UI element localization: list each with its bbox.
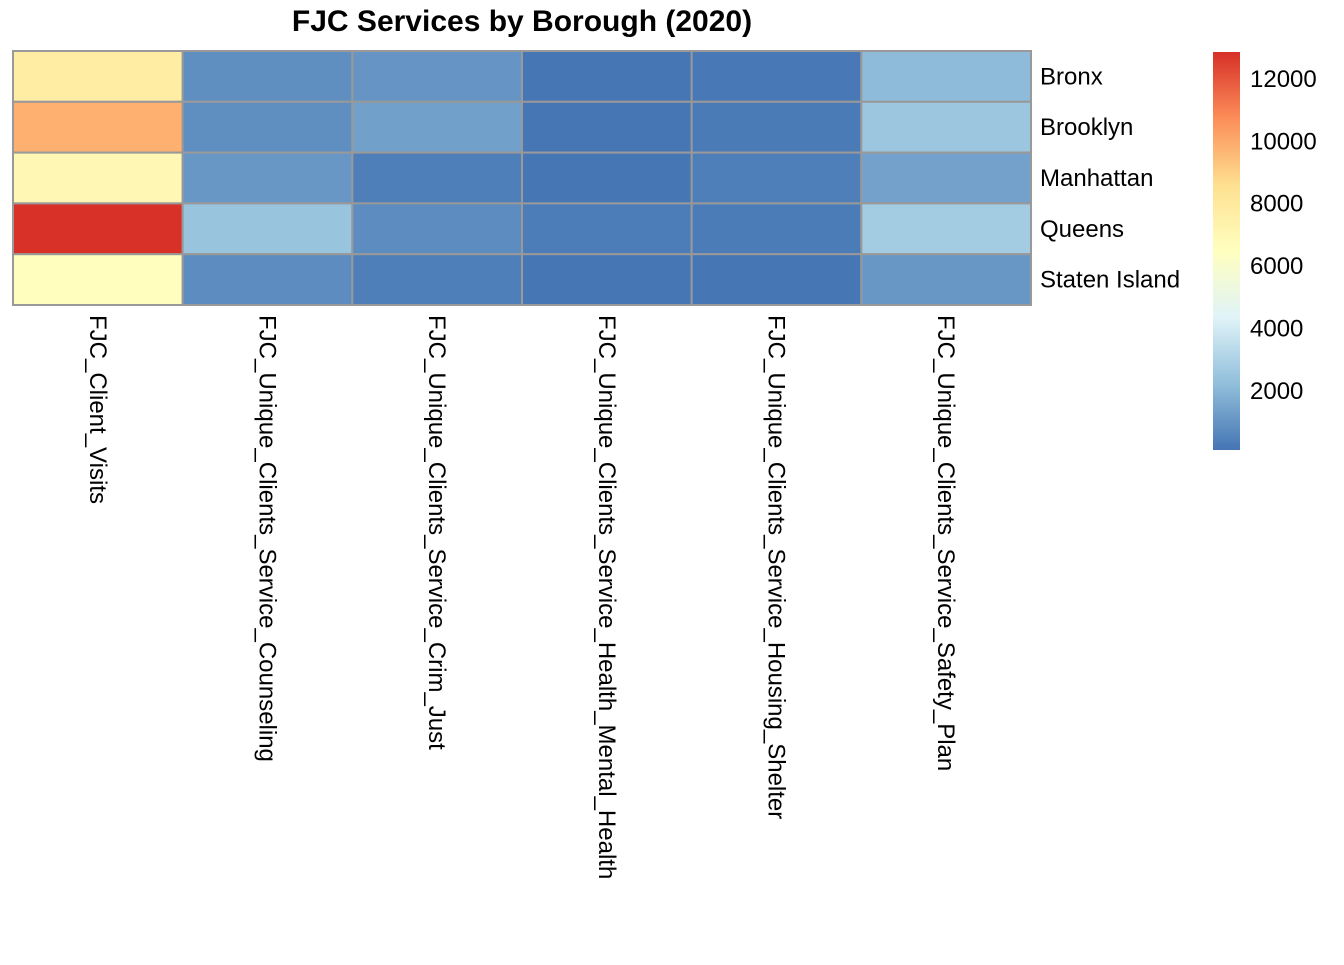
heatmap-cells (12, 50, 1032, 306)
legend-tick-label: 2000 (1250, 378, 1303, 405)
heatmap-cell (690, 100, 863, 154)
legend-tick-label: 12000 (1250, 66, 1317, 93)
row-label: Bronx (1040, 63, 1103, 90)
column-label: FJC_Unique_Clients_Service_Crim_Just (423, 315, 450, 750)
heatmap-cell (12, 50, 184, 103)
heatmap-cell (351, 253, 524, 306)
heatmap-cell (860, 253, 1032, 306)
row-label: Staten Island (1040, 267, 1180, 294)
heatmap-cell (860, 100, 1032, 154)
column-labels: FJC_Client_Visits FJC_Unique_Clients_Serv… (84, 315, 959, 879)
heatmap-cell (860, 202, 1032, 256)
heatmap-cell (521, 151, 693, 205)
heatmap-cell (690, 253, 863, 306)
row-label: Brooklyn (1040, 114, 1133, 141)
heatmap-cell (860, 151, 1032, 205)
legend-tick-label: 10000 (1250, 128, 1317, 155)
heatmap-cell (521, 50, 693, 103)
heatmap-cell (351, 151, 524, 205)
heatmap-cell (12, 253, 184, 306)
column-label: FJC_Unique_Clients_Service_Housing_Shelt… (763, 315, 790, 819)
heatmap-cell (181, 151, 354, 205)
legend-tick-label: 4000 (1250, 316, 1303, 343)
heatmap-cell (860, 50, 1032, 103)
heatmap-cell (351, 50, 524, 103)
column-label: FJC_Unique_Clients_Service_Safety_Plan (932, 315, 959, 771)
heatmap-cell (181, 50, 354, 103)
column-label: FJC_Unique_Clients_Service_Counseling (254, 315, 281, 762)
column-label: FJC_Client_Visits (84, 315, 111, 504)
row-labels: Bronx Brooklyn Manhattan Queens Staten Islan… (1040, 63, 1180, 293)
heatmap-cell (12, 100, 184, 154)
heatmap-cell (12, 202, 184, 256)
heatmap-cell (690, 151, 863, 205)
heatmap-cell (521, 253, 693, 306)
heatmap-cell (690, 50, 863, 103)
row-label: Manhattan (1040, 165, 1153, 192)
legend-tick-label: 6000 (1250, 253, 1303, 280)
chart-title: FJC Services by Borough (2020) (292, 5, 752, 38)
heatmap-cell (12, 151, 184, 205)
heatmap-cell (351, 202, 524, 256)
heatmap-cell (690, 202, 863, 256)
heatmap-cell (521, 202, 693, 256)
legend-color-bar (1213, 52, 1240, 450)
row-label: Queens (1040, 216, 1124, 243)
heatmap-cell (521, 100, 693, 154)
color-legend: 2000 4000 6000 8000 10000 12000 (1213, 52, 1317, 450)
legend-tick-label: 8000 (1250, 191, 1303, 218)
column-label: FJC_Unique_Clients_Service_Health_Mental… (593, 315, 620, 879)
heatmap-cell (181, 202, 354, 256)
heatmap-cell (181, 253, 354, 306)
heatmap-cell (181, 100, 354, 154)
heatmap-cell (351, 100, 524, 154)
